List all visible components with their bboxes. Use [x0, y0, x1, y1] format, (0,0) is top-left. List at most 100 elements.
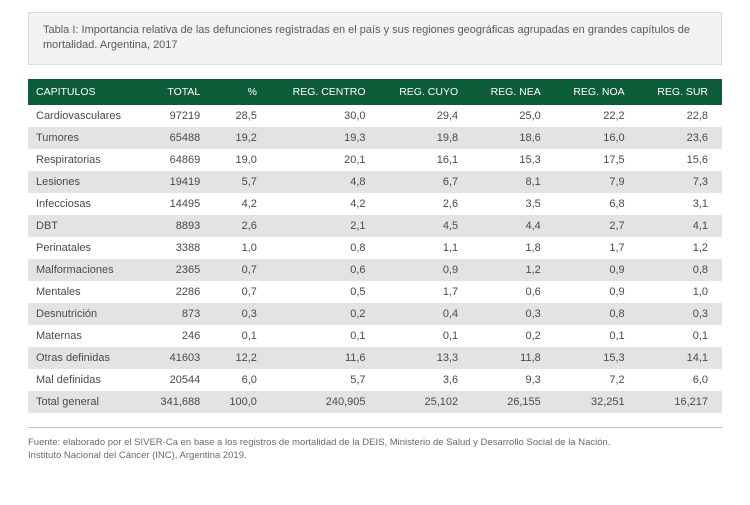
cell-value: 12,2	[214, 347, 271, 369]
source-line-1: Fuente: elaborado por el SIVER-Ca en bas…	[28, 436, 722, 449]
table-row: Perinatales33881,00,81,11,81,71,2	[28, 237, 722, 259]
cell-value: 19419	[144, 171, 215, 193]
cell-value: 0,3	[214, 303, 271, 325]
cell-value: 17,5	[555, 149, 639, 171]
cell-value: 0,3	[639, 303, 722, 325]
cell-label: Lesiones	[28, 171, 144, 193]
table-row: Desnutrición8730,30,20,40,30,80,3	[28, 303, 722, 325]
cell-value: 4,8	[271, 171, 380, 193]
table-row: Otras definidas4160312,211,613,311,815,3…	[28, 347, 722, 369]
cell-label: Malformaciones	[28, 259, 144, 281]
cell-value: 1,2	[472, 259, 555, 281]
table-row: Cardiovasculares9721928,530,029,425,022,…	[28, 105, 722, 127]
cell-label: Otras definidas	[28, 347, 144, 369]
cell-value: 19,2	[214, 127, 271, 149]
cell-label: Mentales	[28, 281, 144, 303]
table-row: Respiratorias6486919,020,116,115,317,515…	[28, 149, 722, 171]
cell-label: DBT	[28, 215, 144, 237]
cell-value: 7,3	[639, 171, 722, 193]
cell-value: 19,3	[271, 127, 380, 149]
cell-value: 26,155	[472, 391, 555, 413]
cell-value: 2365	[144, 259, 215, 281]
cell-value: 28,5	[214, 105, 271, 127]
cell-value: 0,2	[271, 303, 380, 325]
cell-value: 5,7	[214, 171, 271, 193]
table-row: Mentales22860,70,51,70,60,91,0	[28, 281, 722, 303]
cell-value: 16,0	[555, 127, 639, 149]
cell-value: 0,2	[472, 325, 555, 347]
table-caption: Tabla I: Importancia relativa de las def…	[28, 12, 722, 65]
cell-value: 4,4	[472, 215, 555, 237]
cell-value: 11,8	[472, 347, 555, 369]
cell-value: 30,0	[271, 105, 380, 127]
cell-value: 13,3	[380, 347, 473, 369]
cell-value: 4,1	[639, 215, 722, 237]
cell-label: Respiratorias	[28, 149, 144, 171]
cell-value: 41603	[144, 347, 215, 369]
cell-value: 22,8	[639, 105, 722, 127]
cell-value: 20,1	[271, 149, 380, 171]
cell-value: 1,7	[555, 237, 639, 259]
cell-value: 6,0	[214, 369, 271, 391]
cell-value: 2,7	[555, 215, 639, 237]
cell-value: 6,7	[380, 171, 473, 193]
cell-value: 97219	[144, 105, 215, 127]
table-total-row: Total general341,688100,0240,90525,10226…	[28, 391, 722, 413]
cell-value: 4,2	[214, 193, 271, 215]
cell-value: 15,3	[472, 149, 555, 171]
table-row: Malformaciones23650,70,60,91,20,90,8	[28, 259, 722, 281]
cell-value: 19,8	[380, 127, 473, 149]
cell-value: 2,6	[214, 215, 271, 237]
source-line-2: Instituto Nacional del Cáncer (INC), Arg…	[28, 449, 722, 462]
cell-value: 29,4	[380, 105, 473, 127]
cell-value: 0,3	[472, 303, 555, 325]
col-cuyo: REG. CUYO	[380, 79, 473, 105]
cell-value: 873	[144, 303, 215, 325]
cell-value: 0,9	[380, 259, 473, 281]
cell-value: 0,9	[555, 259, 639, 281]
cell-value: 15,6	[639, 149, 722, 171]
footer-divider	[28, 427, 722, 428]
cell-value: 9,3	[472, 369, 555, 391]
cell-value: 22,2	[555, 105, 639, 127]
cell-value: 0,6	[271, 259, 380, 281]
cell-value: 14,1	[639, 347, 722, 369]
source-text: Fuente: elaborado por el SIVER-Ca en bas…	[28, 436, 722, 463]
col-nea: REG. NEA	[472, 79, 555, 105]
cell-label: Total general	[28, 391, 144, 413]
cell-value: 65488	[144, 127, 215, 149]
cell-value: 6,8	[555, 193, 639, 215]
cell-label: Cardiovasculares	[28, 105, 144, 127]
cell-value: 0,4	[380, 303, 473, 325]
cell-value: 3,1	[639, 193, 722, 215]
cell-value: 8,1	[472, 171, 555, 193]
col-capitulos: CAPITULOS	[28, 79, 144, 105]
cell-value: 0,1	[555, 325, 639, 347]
cell-value: 15,3	[555, 347, 639, 369]
cell-value: 0,1	[380, 325, 473, 347]
cell-value: 20544	[144, 369, 215, 391]
cell-value: 19,0	[214, 149, 271, 171]
table-row: DBT88932,62,14,54,42,74,1	[28, 215, 722, 237]
cell-label: Perinatales	[28, 237, 144, 259]
table-header-row: CAPITULOS TOTAL % REG. CENTRO REG. CUYO …	[28, 79, 722, 105]
cell-value: 2,6	[380, 193, 473, 215]
cell-value: 1,7	[380, 281, 473, 303]
table-row: Mal definidas205446,05,73,69,37,26,0	[28, 369, 722, 391]
col-sur: REG. SUR	[639, 79, 722, 105]
cell-value: 4,5	[380, 215, 473, 237]
cell-value: 23,6	[639, 127, 722, 149]
cell-value: 0,8	[639, 259, 722, 281]
cell-value: 0,1	[639, 325, 722, 347]
cell-value: 7,9	[555, 171, 639, 193]
cell-value: 2286	[144, 281, 215, 303]
cell-value: 1,0	[214, 237, 271, 259]
cell-value: 2,1	[271, 215, 380, 237]
cell-value: 0,8	[271, 237, 380, 259]
cell-value: 6,0	[639, 369, 722, 391]
cell-value: 4,2	[271, 193, 380, 215]
cell-value: 1,8	[472, 237, 555, 259]
cell-value: 0,1	[214, 325, 271, 347]
cell-value: 18,6	[472, 127, 555, 149]
col-pct: %	[214, 79, 271, 105]
